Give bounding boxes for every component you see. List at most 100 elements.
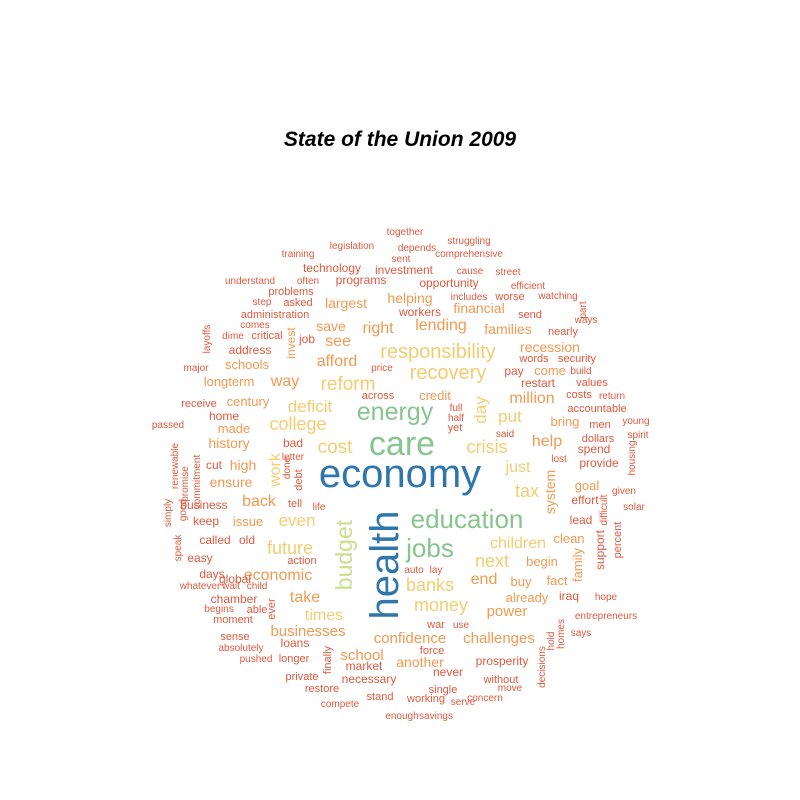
word-promise: promise: [180, 466, 191, 502]
word-put: put: [498, 407, 522, 426]
word-commitment: commitment: [192, 455, 203, 510]
word-longer: longer: [279, 653, 310, 665]
word-energy: energy: [357, 398, 434, 426]
word-jobs: jobs: [405, 533, 454, 563]
word-made: made: [218, 421, 251, 436]
word-struggling: struggling: [447, 236, 490, 247]
word-education: education: [411, 504, 524, 534]
word-ever: ever: [266, 598, 278, 620]
word-absolutely: absolutely: [218, 643, 263, 654]
word-yet: yet: [448, 422, 463, 434]
word-back: back: [242, 493, 277, 510]
word-provide: provide: [579, 456, 619, 470]
word-working: working: [406, 693, 445, 705]
word-administration: administration: [241, 309, 309, 321]
word-difficult: difficult: [599, 494, 610, 525]
word-home: home: [209, 409, 239, 423]
word-prosperity: prosperity: [476, 654, 529, 668]
word-history: history: [208, 435, 249, 451]
word-business: business: [180, 498, 227, 512]
word-comes: comes: [240, 320, 269, 331]
word-efficient: efficient: [511, 281, 546, 292]
word-helping: helping: [387, 290, 432, 306]
word-work: work: [267, 452, 284, 488]
word-bad: bad: [283, 436, 303, 450]
word-use: use: [453, 620, 470, 631]
word-help: help: [532, 433, 562, 450]
word-health: health: [363, 511, 407, 620]
word-programs: programs: [336, 273, 387, 287]
word-full: full: [450, 403, 463, 414]
word-even: even: [279, 511, 316, 530]
word-iraq: iraq: [559, 589, 579, 603]
word-step: step: [253, 297, 272, 308]
word-percent: percent: [612, 522, 624, 559]
word-simply: simply: [163, 499, 174, 527]
word-training: training: [282, 249, 315, 260]
word-system: system: [542, 470, 558, 514]
word-given: given: [612, 486, 636, 497]
word-already: already: [506, 590, 549, 605]
word-money: money: [414, 595, 468, 615]
word-cost: cost: [318, 437, 354, 458]
word-tax: tax: [515, 481, 539, 501]
word-begin: begin: [526, 554, 558, 569]
word-bring: bring: [551, 414, 580, 429]
word-budget: budget: [331, 519, 357, 590]
word-values: values: [576, 377, 608, 389]
word-fact: fact: [547, 573, 568, 588]
word-another: another: [396, 654, 444, 670]
word-old: old: [239, 533, 255, 547]
word-longterm: longterm: [204, 374, 255, 389]
word-hope: hope: [595, 592, 618, 603]
word-legislation: legislation: [330, 241, 374, 252]
word-sense: sense: [220, 631, 249, 643]
word-speak: speak: [173, 534, 184, 562]
word-power: power: [487, 603, 528, 620]
word-says: says: [571, 628, 592, 639]
word-century: century: [227, 394, 270, 409]
word-way: way: [270, 373, 299, 390]
word-private: private: [285, 671, 318, 683]
word-without: without: [483, 674, 519, 686]
chart-title: State of the Union 2009: [283, 128, 517, 151]
word-right: right: [362, 320, 394, 337]
word-support: support: [593, 529, 607, 570]
word-credit: credit: [419, 388, 451, 403]
word-together: together: [387, 227, 424, 238]
word-next: next: [475, 551, 509, 571]
word-workers: workers: [398, 305, 441, 319]
word-housing: housing: [627, 440, 638, 475]
word-good: good: [178, 499, 189, 521]
word-problems: problems: [268, 286, 314, 298]
word-security: security: [558, 353, 596, 365]
word-words: words: [518, 353, 549, 365]
word-street: street: [495, 267, 520, 278]
word-watching: watching: [537, 291, 577, 302]
word-debt: debt: [293, 469, 305, 490]
word-life: life: [313, 502, 326, 513]
word-ensure: ensure: [210, 474, 253, 490]
word-young: young: [622, 416, 649, 427]
word-build: build: [570, 366, 591, 377]
word-save: save: [316, 318, 346, 334]
word-crisis: crisis: [467, 437, 508, 457]
word-issue: issue: [233, 514, 263, 529]
word-said: said: [496, 429, 514, 440]
word-economy: economy: [319, 452, 481, 496]
word-savings: savings: [419, 711, 453, 722]
word-homes: homes: [556, 619, 567, 649]
word-economic: economic: [244, 567, 312, 584]
word-technology: technology: [303, 261, 361, 275]
word-banks: banks: [406, 575, 454, 595]
word-recession: recession: [520, 339, 580, 355]
word-take: take: [290, 589, 320, 606]
word-investment: investment: [375, 263, 434, 277]
word-stand: stand: [367, 691, 394, 703]
word-children: children: [490, 535, 546, 552]
word-enough: enough: [385, 711, 418, 722]
word-responsibility: responsibility: [380, 341, 496, 363]
word-buy: buy: [511, 574, 532, 589]
word-come: come: [534, 363, 566, 378]
